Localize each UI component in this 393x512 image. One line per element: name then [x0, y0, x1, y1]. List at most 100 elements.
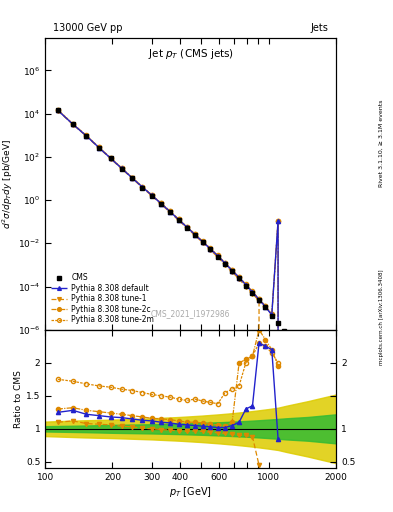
CMS: [250, 290, 255, 296]
Pythia 8.308 tune-1: [250, 290, 255, 296]
Pythia 8.308 tune-2c: [237, 274, 241, 281]
CMS: [159, 201, 163, 207]
CMS: [108, 155, 113, 161]
Pythia 8.308 default: [215, 253, 220, 259]
Pythia 8.308 tune-2m: [257, 296, 261, 302]
Pythia 8.308 tune-2m: [276, 348, 281, 354]
CMS: [168, 209, 173, 215]
CMS: [311, 375, 316, 381]
Pythia 8.308 tune-2m: [237, 274, 241, 280]
Pythia 8.308 tune-2m: [270, 311, 274, 317]
Pythia 8.308 tune-2m: [97, 144, 101, 150]
CMS: [119, 166, 124, 172]
Pythia 8.308 default: [70, 121, 75, 127]
CMS: [223, 261, 228, 267]
Pythia 8.308 tune-2c: [200, 239, 205, 245]
Pythia 8.308 tune-2c: [176, 216, 181, 222]
Pythia 8.308 default: [168, 208, 173, 215]
CMS: [208, 246, 213, 252]
Pythia 8.308 tune-2c: [223, 260, 228, 266]
Pythia 8.308 default: [208, 246, 213, 252]
Pythia 8.308 tune-1: [108, 156, 113, 162]
Pythia 8.308 tune-2m: [263, 303, 268, 309]
Pythia 8.308 tune-2m: [149, 192, 154, 198]
Pythia 8.308 tune-2c: [257, 296, 261, 302]
CMS: [176, 217, 181, 223]
Pythia 8.308 tune-2c: [84, 133, 89, 139]
CMS: [263, 304, 268, 310]
Pythia 8.308 tune-1: [140, 184, 145, 190]
CMS: [140, 184, 145, 190]
CMS: [288, 337, 293, 343]
Pythia 8.308 tune-2m: [176, 216, 181, 222]
Pythia 8.308 tune-2c: [215, 252, 220, 259]
Legend: CMS, Pythia 8.308 default, Pythia 8.308 tune-1, Pythia 8.308 tune-2c, Pythia 8.3: CMS, Pythia 8.308 default, Pythia 8.308 …: [49, 272, 156, 326]
Pythia 8.308 tune-1: [193, 232, 197, 239]
CMS: [294, 345, 299, 351]
Pythia 8.308 tune-2c: [263, 303, 268, 309]
Pythia 8.308 default: [263, 304, 268, 310]
Pythia 8.308 default: [55, 108, 60, 114]
Pythia 8.308 tune-2c: [193, 231, 197, 238]
Line: Pythia 8.308 default: Pythia 8.308 default: [56, 109, 280, 353]
Pythia 8.308 tune-2m: [119, 165, 124, 171]
Pythia 8.308 tune-2m: [108, 155, 113, 161]
Text: CMS_2021_I1972986: CMS_2021_I1972986: [151, 309, 230, 318]
CMS: [244, 283, 248, 289]
Text: mcplots.cern.ch [arXiv:1306.3408]: mcplots.cern.ch [arXiv:1306.3408]: [379, 270, 384, 365]
Pythia 8.308 default: [276, 218, 281, 224]
CMS: [55, 108, 60, 114]
Pythia 8.308 tune-1: [70, 121, 75, 127]
Pythia 8.308 tune-2m: [276, 218, 281, 224]
Pythia 8.308 tune-1: [208, 247, 213, 253]
Pythia 8.308 tune-2m: [84, 133, 89, 139]
Pythia 8.308 tune-2m: [70, 121, 75, 127]
Pythia 8.308 default: [200, 239, 205, 245]
Pythia 8.308 tune-1: [244, 284, 248, 290]
Pythia 8.308 default: [230, 267, 235, 273]
Pythia 8.308 tune-1: [149, 193, 154, 199]
CMS: [200, 239, 205, 245]
Pythia 8.308 tune-2c: [230, 267, 235, 273]
Pythia 8.308 tune-2c: [159, 200, 163, 206]
CMS: [276, 320, 281, 326]
Pythia 8.308 tune-1: [130, 175, 134, 181]
Pythia 8.308 tune-2m: [184, 224, 189, 230]
Pythia 8.308 tune-2m: [230, 267, 235, 273]
Pythia 8.308 tune-2m: [208, 245, 213, 251]
Pythia 8.308 tune-2m: [168, 208, 173, 214]
Pythia 8.308 default: [257, 296, 261, 303]
Pythia 8.308 tune-1: [159, 201, 163, 207]
Pythia 8.308 tune-1: [176, 217, 181, 223]
Pythia 8.308 tune-1: [215, 254, 220, 260]
Pythia 8.308 tune-2m: [130, 175, 134, 181]
Pythia 8.308 default: [244, 282, 248, 288]
Pythia 8.308 tune-2c: [70, 121, 75, 127]
Pythia 8.308 default: [276, 348, 281, 354]
Pythia 8.308 default: [223, 260, 228, 266]
Line: Pythia 8.308 tune-2c: Pythia 8.308 tune-2c: [56, 108, 280, 353]
Pythia 8.308 tune-1: [257, 348, 261, 354]
Pythia 8.308 tune-2m: [193, 231, 197, 237]
Pythia 8.308 default: [140, 184, 145, 190]
CMS: [323, 396, 327, 402]
Pythia 8.308 default: [130, 175, 134, 181]
Pythia 8.308 tune-1: [119, 166, 124, 172]
Pythia 8.308 tune-2m: [215, 252, 220, 259]
Pythia 8.308 tune-2c: [184, 224, 189, 230]
Pythia 8.308 tune-2c: [168, 208, 173, 215]
CMS: [334, 420, 338, 426]
CMS: [270, 312, 274, 318]
CMS: [149, 193, 154, 199]
Pythia 8.308 tune-2c: [97, 144, 101, 151]
Text: 13000 GeV pp: 13000 GeV pp: [53, 23, 123, 33]
Text: Jets: Jets: [310, 23, 328, 33]
Pythia 8.308 tune-2c: [140, 184, 145, 190]
Pythia 8.308 tune-2m: [55, 106, 60, 113]
Pythia 8.308 default: [237, 274, 241, 281]
Pythia 8.308 tune-1: [230, 269, 235, 275]
Pythia 8.308 default: [108, 155, 113, 161]
CMS: [300, 355, 305, 361]
Pythia 8.308 tune-2c: [130, 175, 134, 181]
Text: Jet $p_T$ (CMS jets): Jet $p_T$ (CMS jets): [148, 47, 233, 61]
